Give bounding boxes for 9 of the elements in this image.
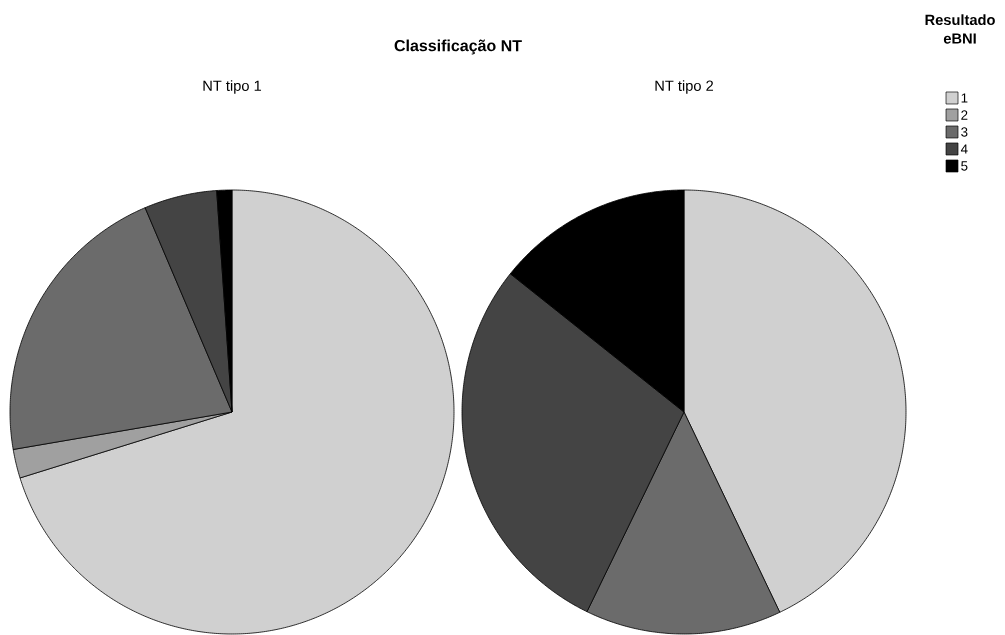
legend-label: 1 bbox=[961, 93, 968, 103]
legend-label: 4 bbox=[960, 144, 968, 154]
legend-label: 2 bbox=[961, 110, 968, 120]
slice-label: NT tipo 1 bbox=[203, 80, 262, 94]
legend-label: 5 bbox=[961, 161, 968, 171]
slice-label: NT tipo 2 bbox=[655, 80, 714, 94]
chart-title: Classificação NT bbox=[394, 39, 522, 55]
legend-label: 3 bbox=[961, 127, 968, 137]
legend-title: Resultado eBNI bbox=[925, 14, 995, 44]
